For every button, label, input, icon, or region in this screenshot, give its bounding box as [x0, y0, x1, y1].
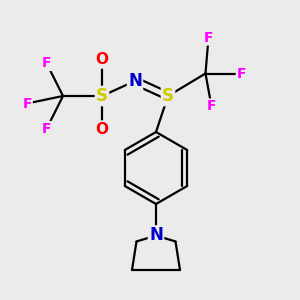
Text: F: F	[22, 97, 32, 110]
Text: S: S	[162, 87, 174, 105]
Text: O: O	[95, 52, 109, 68]
Text: F: F	[207, 100, 216, 113]
Text: S: S	[96, 87, 108, 105]
Text: O: O	[95, 122, 109, 136]
Text: F: F	[237, 67, 246, 80]
Text: N: N	[128, 72, 142, 90]
Text: F: F	[42, 122, 51, 136]
Text: N: N	[149, 226, 163, 244]
Text: F: F	[204, 31, 213, 44]
Text: F: F	[42, 56, 51, 70]
